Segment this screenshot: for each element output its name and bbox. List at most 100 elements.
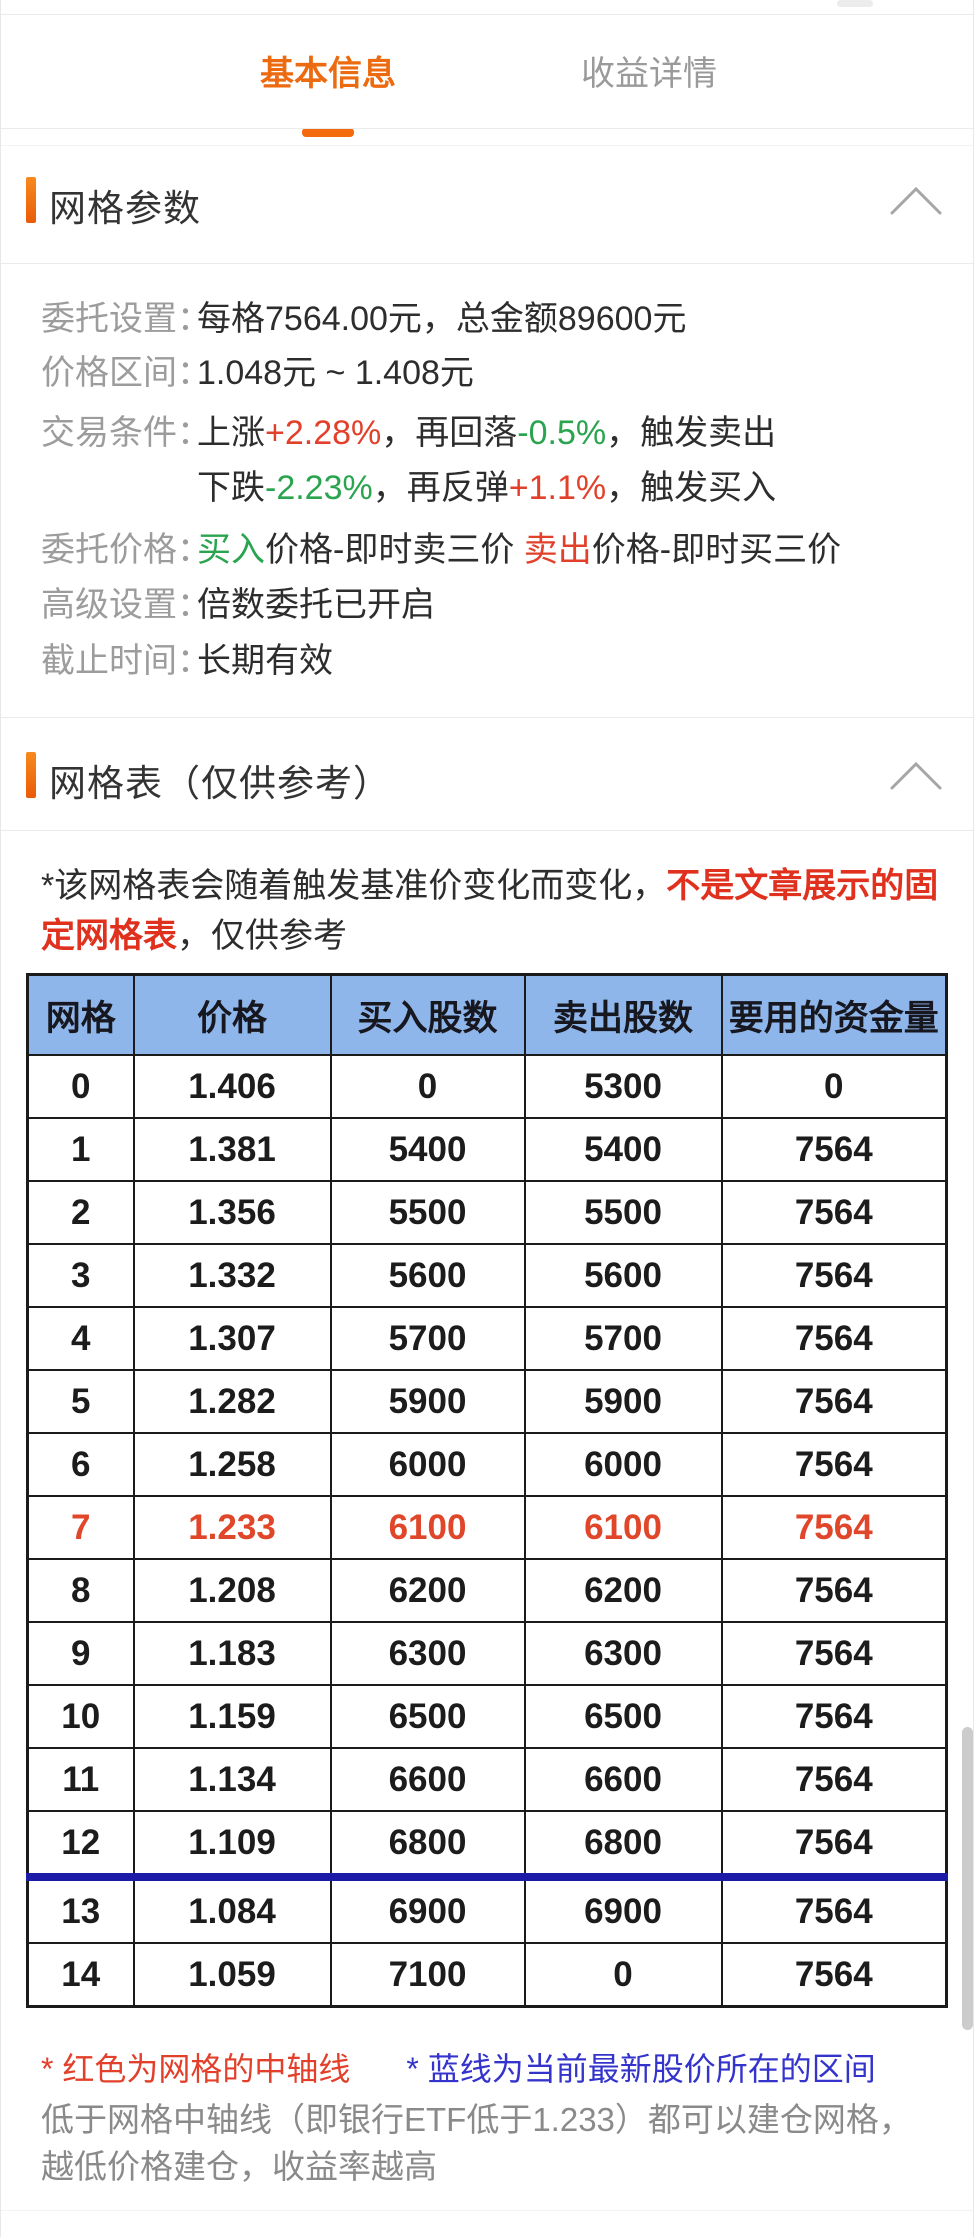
table-cell: 0 xyxy=(26,1054,135,1119)
table-cell: 5600 xyxy=(329,1243,526,1308)
tab-profit-detail[interactable]: 收益详情 xyxy=(581,55,717,93)
table-cell: 5500 xyxy=(523,1180,723,1245)
text-segment: 价格-即时买三价 xyxy=(591,531,842,569)
tab-basic-info[interactable]: 基本信息 xyxy=(260,55,396,93)
param-row: 交易条件：上涨+2.28%，再回落-0.5%，触发卖出 xyxy=(41,410,951,456)
table-cell: 8 xyxy=(26,1558,135,1623)
table-cell: 7564 xyxy=(720,1180,948,1245)
table-cell: 1.109 xyxy=(132,1810,332,1878)
chevron-up-icon[interactable] xyxy=(887,184,945,218)
table-header-cell: 卖出股数 xyxy=(523,973,723,1056)
top-remnant xyxy=(837,0,873,7)
table-cell: 6000 xyxy=(523,1432,723,1497)
text-segment: 1.048元 ~ 1.408元 xyxy=(197,354,474,392)
table-cell: 6 xyxy=(26,1432,135,1497)
param-label: 截止时间： xyxy=(41,642,211,680)
text-segment: 不是文章展示的固定网格表 xyxy=(41,867,939,955)
divider xyxy=(1,2210,973,2211)
section-accent-bar xyxy=(26,177,36,223)
table-cell: 6500 xyxy=(523,1684,723,1749)
text-segment: 卖出 xyxy=(523,531,592,569)
table-footnotes: * 红色为网格的中轴线 * 蓝线为当前最新股价所在的区间 xyxy=(41,2044,951,2090)
text-segment: +2.28% xyxy=(265,414,382,452)
table-cell: 1.406 xyxy=(132,1054,332,1119)
table-row: 2 1.356 5500 5500 7564 xyxy=(26,1180,948,1245)
text-segment: 价格-即时卖三价 xyxy=(265,531,524,569)
table-cell: 9 xyxy=(26,1621,135,1686)
table-cell: 6600 xyxy=(523,1747,723,1812)
tab-bar: 基本信息 收益详情 xyxy=(1,28,973,137)
divider xyxy=(1,14,973,15)
text-segment: -0.5% xyxy=(517,414,607,452)
text-segment: +1.1% xyxy=(508,469,607,507)
table-cell: 1.134 xyxy=(132,1747,332,1812)
table-cell: 1.159 xyxy=(132,1684,332,1749)
section-title-grid-params: 网格参数 xyxy=(49,188,201,229)
text-segment: ，触发买入 xyxy=(606,469,777,507)
table-cell: 7564 xyxy=(720,1117,948,1182)
text-segment: ，仅供参考 xyxy=(177,917,347,955)
table-cell: 1.332 xyxy=(132,1243,332,1308)
table-cell: 6500 xyxy=(329,1684,526,1749)
table-cell: 6600 xyxy=(329,1747,526,1812)
table-row: 7 1.233 6100 6100 7564 xyxy=(26,1495,948,1560)
active-tab-underline xyxy=(302,128,354,137)
table-cell: 6900 xyxy=(523,1873,723,1944)
table-cell: 7564 xyxy=(720,1495,948,1560)
param-row: 委托设置：每格7564.00元，总金额89600元 xyxy=(41,296,951,342)
text-segment: 上涨 xyxy=(197,414,265,452)
text-segment: ，再回落 xyxy=(381,414,518,452)
param-label: 委托设置： xyxy=(41,300,211,338)
table-cell: 7564 xyxy=(720,1558,948,1623)
table-cell: 5700 xyxy=(329,1306,526,1371)
table-cell: 7100 xyxy=(329,1942,526,2008)
divider xyxy=(1,830,973,831)
table-cell: 7564 xyxy=(720,1684,948,1749)
footnote: * 蓝线为当前最新股价所在的区间 xyxy=(406,2051,876,2087)
scrollbar[interactable] xyxy=(962,1727,973,2030)
table-cell: 6300 xyxy=(329,1621,526,1686)
table-row: 14 1.059 7100 0 7564 xyxy=(26,1942,948,2008)
text-segment: *该网格表会随着触发基准价变化而变化， xyxy=(41,867,667,905)
table-cell: 10 xyxy=(26,1684,135,1749)
table-header-cell: 买入股数 xyxy=(329,973,526,1056)
table-cell: 7564 xyxy=(720,1369,948,1434)
divider xyxy=(1,717,973,718)
text-segment: 长期有效 xyxy=(197,642,333,680)
table-cell: 7564 xyxy=(720,1873,948,1944)
table-header-cell: 要用的资金量 xyxy=(720,973,948,1056)
table-row: 0 1.406 0 5300 0 xyxy=(26,1054,948,1119)
table-row: 1 1.381 5400 5400 7564 xyxy=(26,1117,948,1182)
text-segment: 买入 xyxy=(197,531,265,569)
param-row: 高级设置：倍数委托已开启 xyxy=(41,582,951,628)
table-cell: 3 xyxy=(26,1243,135,1308)
table-cell: 1.084 xyxy=(132,1873,332,1944)
table-cell: 1.183 xyxy=(132,1621,332,1686)
text-segment: 下跌 xyxy=(197,469,265,507)
text-segment: ，触发卖出 xyxy=(606,414,777,452)
table-row: 10 1.159 6500 6500 7564 xyxy=(26,1684,948,1749)
text-segment: 每格7564.00元，总金额89600元 xyxy=(197,300,687,338)
table-row: 5 1.282 5900 5900 7564 xyxy=(26,1369,948,1434)
param-row: 价格区间：1.048元 ~ 1.408元 xyxy=(41,350,951,396)
section-accent-bar xyxy=(26,752,36,798)
bottom-explanation: 低于网格中轴线（即银行ETF低于1.233）都可以建仓网格，越低价格建仓，收益率… xyxy=(41,2101,912,2185)
table-header-row: 网格 价格 买入股数 卖出股数 要用的资金量 xyxy=(26,973,948,1056)
table-row: 9 1.183 6300 6300 7564 xyxy=(26,1621,948,1686)
table-cell: 11 xyxy=(26,1747,135,1812)
table-cell: 5 xyxy=(26,1369,135,1434)
chevron-up-icon[interactable] xyxy=(887,759,945,793)
table-cell: 7 xyxy=(26,1495,135,1560)
table-cell: 13 xyxy=(26,1873,135,1944)
param-row: 委托价格：买入价格-即时卖三价 卖出价格-即时买三价 xyxy=(41,527,951,573)
footnote: * 红色为网格的中轴线 xyxy=(41,2051,351,2087)
table-cell: 6800 xyxy=(329,1810,526,1878)
table-cell: 5700 xyxy=(523,1306,723,1371)
table-cell: 7564 xyxy=(720,1810,948,1878)
table-cell: 6300 xyxy=(523,1621,723,1686)
section-title-grid-table: 网格表（仅供参考） xyxy=(49,763,391,804)
table-row: 12 1.109 6800 6800 7564 xyxy=(26,1810,948,1878)
table-cell: 14 xyxy=(26,1942,135,2008)
table-cell: 7564 xyxy=(720,1243,948,1308)
table-cell: 12 xyxy=(26,1810,135,1878)
